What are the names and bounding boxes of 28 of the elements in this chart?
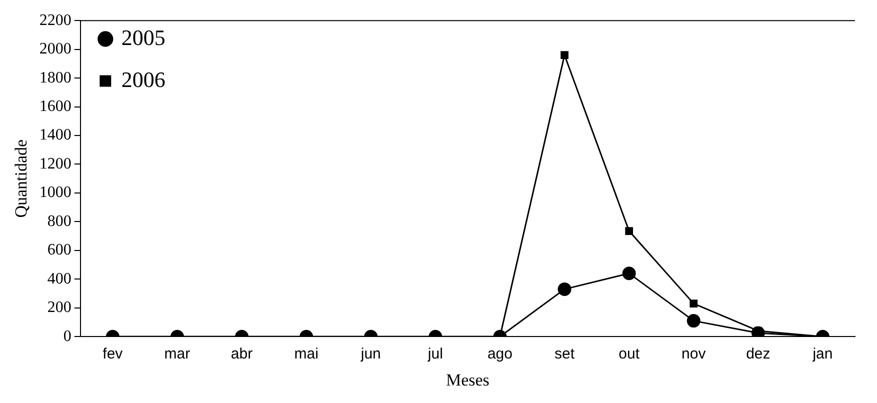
- y-tick-label: 1200: [39, 155, 72, 172]
- x-tick-label: mar: [164, 346, 190, 363]
- legend-label: 2005: [121, 24, 166, 50]
- legend-label: 2006: [121, 66, 166, 92]
- y-tick-label: 2000: [39, 40, 72, 58]
- x-tick-label: nov: [682, 346, 706, 363]
- y-tick-label: 800: [47, 212, 72, 230]
- x-tick-label: out: [618, 346, 640, 363]
- x-tick-label: abr: [230, 346, 253, 363]
- y-tick-label: 0: [63, 328, 72, 345]
- x-tick-label: ago: [487, 346, 512, 363]
- x-tick-label: jan: [812, 346, 833, 363]
- y-tick-label: 200: [47, 299, 72, 316]
- y-tick-label: 1800: [39, 69, 72, 86]
- x-tick-label: mai: [294, 346, 318, 363]
- y-tick-label: 1400: [39, 126, 72, 144]
- y-tick-label: 400: [47, 270, 72, 288]
- x-tick-label: fev: [102, 346, 124, 363]
- x-tick-label: jun: [360, 346, 381, 363]
- x-tick-label: set: [554, 346, 576, 363]
- y-tick-label: 2200: [39, 12, 72, 29]
- x-tick-label: jul: [426, 346, 443, 363]
- y-tick-label: 600: [47, 242, 72, 259]
- x-tick-label: dez: [746, 346, 770, 363]
- y-axis-title: Quantidade: [12, 139, 31, 218]
- y-tick-label: 1600: [39, 98, 72, 115]
- y-tick-label: 1000: [39, 184, 72, 202]
- x-axis-title: Meses: [446, 370, 490, 390]
